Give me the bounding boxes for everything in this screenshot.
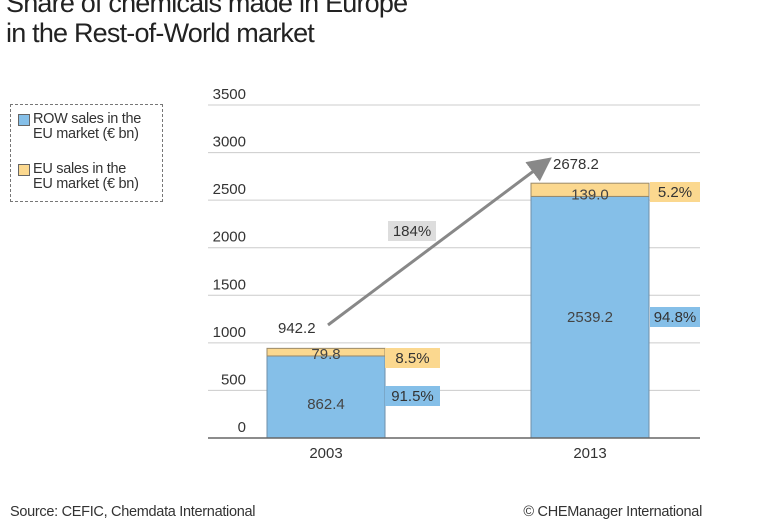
legend-label: EU market (€ bn)	[33, 176, 139, 192]
legend-swatch-blue	[18, 114, 30, 126]
bar-eu-2013	[530, 182, 650, 197]
title-line-2: in the Rest-of-World market	[6, 18, 315, 48]
x-tick-label: 2013	[573, 445, 606, 462]
share-row-bg	[650, 307, 700, 327]
total-label-2003: 942.2	[278, 320, 316, 337]
y-tick-label: 3000	[213, 134, 246, 151]
y-tick-label: 1500	[213, 276, 246, 293]
legend-swatch-yellow	[18, 164, 30, 176]
share-row-label: 91.5%	[391, 388, 434, 405]
source-note: Source: CEFIC, Chemdata International	[10, 504, 256, 520]
y-tick-label: 500	[221, 371, 246, 388]
title-line-1: Share of chemicals made in Europe	[6, 0, 408, 18]
y-tick-label: 3500	[213, 86, 246, 103]
bar-row-value-label: 2539.2	[567, 309, 613, 326]
copyright-note: © CHEManager International	[523, 504, 702, 520]
y-tick-label: 0	[238, 419, 246, 436]
y-tick-label: 1000	[213, 324, 246, 341]
chart-title: Share of chemicals made in Europe in the…	[6, 0, 408, 48]
bar-eu-value-label: 139.0	[571, 186, 609, 203]
growth-label: 184%	[393, 223, 431, 240]
share-row-bg	[385, 386, 440, 406]
share-eu-bg	[650, 182, 700, 202]
bar-row-2003	[266, 355, 386, 439]
growth-arrow	[327, 157, 552, 327]
y-tick-label: 2000	[213, 229, 246, 246]
bar-eu-value-label: 79.8	[311, 346, 340, 363]
growth-label-bg	[388, 221, 436, 241]
share-eu-label: 5.2%	[658, 184, 692, 201]
share-eu-label: 8.5%	[395, 350, 429, 367]
share-eu-bg	[385, 348, 440, 368]
total-label-2013: 2678.2	[553, 156, 599, 173]
legend-label: ROW sales in the	[33, 111, 142, 127]
legend: ROW sales in the EU market (€ bn) EU sal…	[10, 104, 163, 202]
x-tick-label: 2003	[309, 445, 342, 462]
y-tick-label: 2500	[213, 181, 246, 198]
legend-label: EU market (€ bn)	[33, 126, 139, 142]
share-row-label: 94.8%	[654, 309, 697, 326]
bar-row-value-label: 862.4	[307, 396, 345, 413]
legend-label: EU sales in the	[33, 161, 127, 177]
